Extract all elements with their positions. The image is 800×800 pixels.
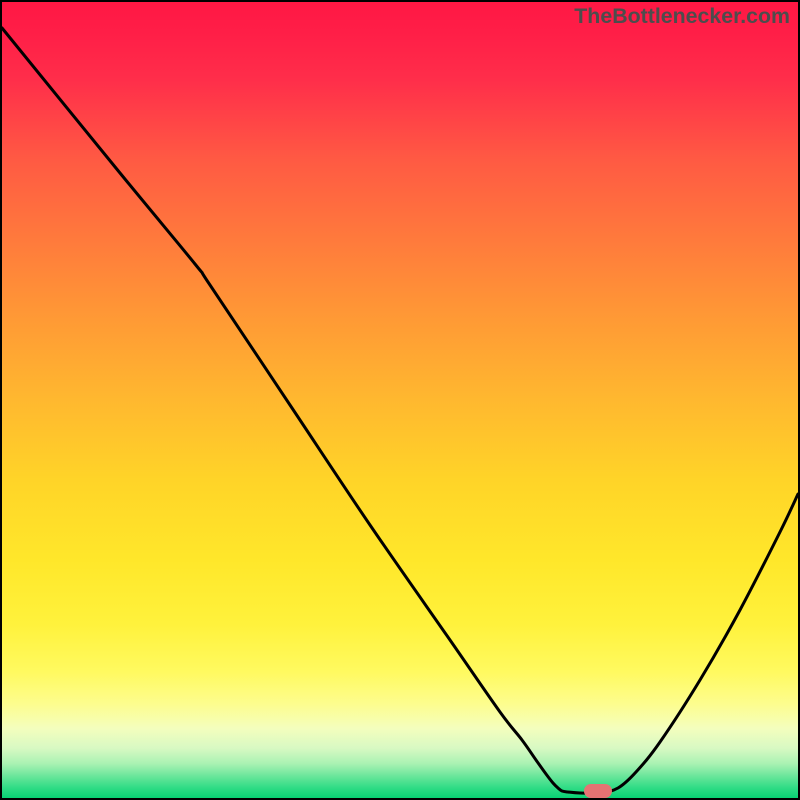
- chart-frame: [0, 0, 800, 800]
- optimum-marker: [584, 784, 612, 798]
- watermark-text: TheBottlenecker.com: [574, 4, 790, 29]
- chart-container: TheBottlenecker.com: [0, 0, 800, 800]
